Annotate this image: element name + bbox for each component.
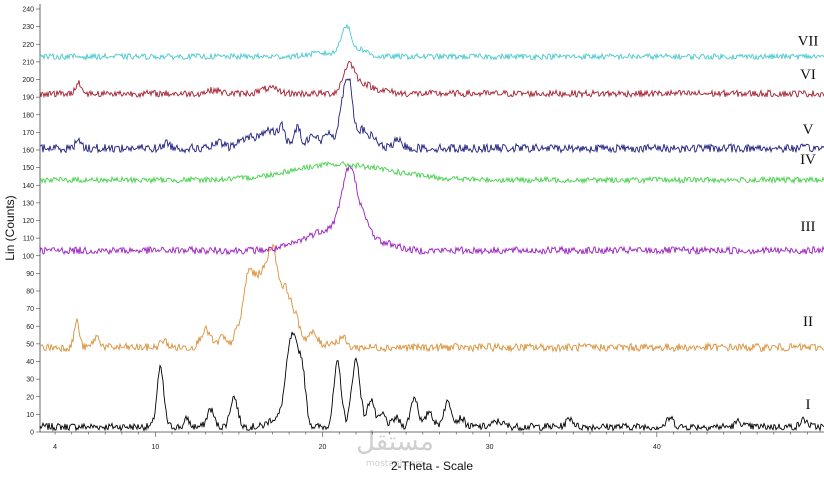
y-tick-label: 40: [26, 359, 34, 366]
series-line-II: [39, 243, 824, 353]
series-label-I: I: [806, 397, 811, 413]
series-label-VII: VII: [798, 34, 819, 50]
series-label-VI: VI: [800, 67, 816, 83]
y-tick-label: 180: [22, 112, 34, 119]
x-tick-label: 4: [53, 444, 57, 451]
y-tick-label: 110: [23, 236, 34, 243]
y-tick-label: 70: [26, 306, 34, 313]
series-line-VII: [39, 23, 824, 62]
y-tick-label: 20: [26, 394, 34, 401]
series-label-V: V: [803, 122, 814, 138]
y-tick-label: 0: [30, 430, 34, 437]
watermark-text: مستقل: [356, 427, 434, 457]
series-line-III: [39, 164, 824, 256]
x-tick-label: 10: [151, 444, 159, 451]
series-line-IV: [39, 160, 824, 185]
watermark-subtext: mostaql.com: [366, 459, 424, 469]
y-tick-label: 140: [22, 183, 34, 190]
y-tick-label: 100: [22, 253, 34, 260]
y-tick-label: 150: [22, 165, 34, 172]
x-tick-label: 30: [486, 444, 494, 451]
y-tick-label: 120: [22, 218, 34, 225]
series-line-VI: [39, 60, 824, 99]
series-label-IV: IV: [800, 152, 816, 168]
series-lines: [39, 23, 824, 432]
y-tick-label: 30: [26, 377, 34, 384]
x-tick-label: 40: [653, 444, 661, 451]
y-tick-label: 160: [22, 148, 34, 155]
y-tick-label: 210: [22, 59, 34, 66]
y-tick-label: 200: [22, 77, 34, 84]
y-tick-label: 170: [22, 130, 34, 137]
y-tick-label: 230: [22, 24, 34, 31]
y-tick-label: 90: [26, 271, 34, 278]
y-axis-title: Lin (Counts): [3, 195, 17, 260]
y-tick-label: 220: [22, 42, 34, 49]
y-tick-label: 60: [26, 324, 34, 331]
x-ticks: 4 10 20 30 40: [53, 432, 808, 451]
series-label-III: III: [801, 219, 816, 235]
y-tick-label: 240: [22, 7, 34, 14]
series-line-I: [39, 331, 824, 432]
series-line-V: [39, 77, 824, 154]
y-ticks: 0 10 20 30 40 50 60 70 80 90 100 110 120 130 140 150 160…: [22, 7, 40, 437]
y-tick-label: 80: [26, 289, 34, 296]
y-tick-label: 10: [26, 412, 34, 419]
y-tick-label: 130: [22, 200, 34, 207]
y-tick-label: 190: [22, 95, 34, 102]
axes: [39, 4, 824, 433]
y-tick-label: 50: [26, 341, 34, 348]
x-axis-title: 2-Theta - Scale: [391, 459, 473, 473]
series-label-II: II: [803, 314, 813, 330]
x-tick-label: 20: [319, 444, 327, 451]
